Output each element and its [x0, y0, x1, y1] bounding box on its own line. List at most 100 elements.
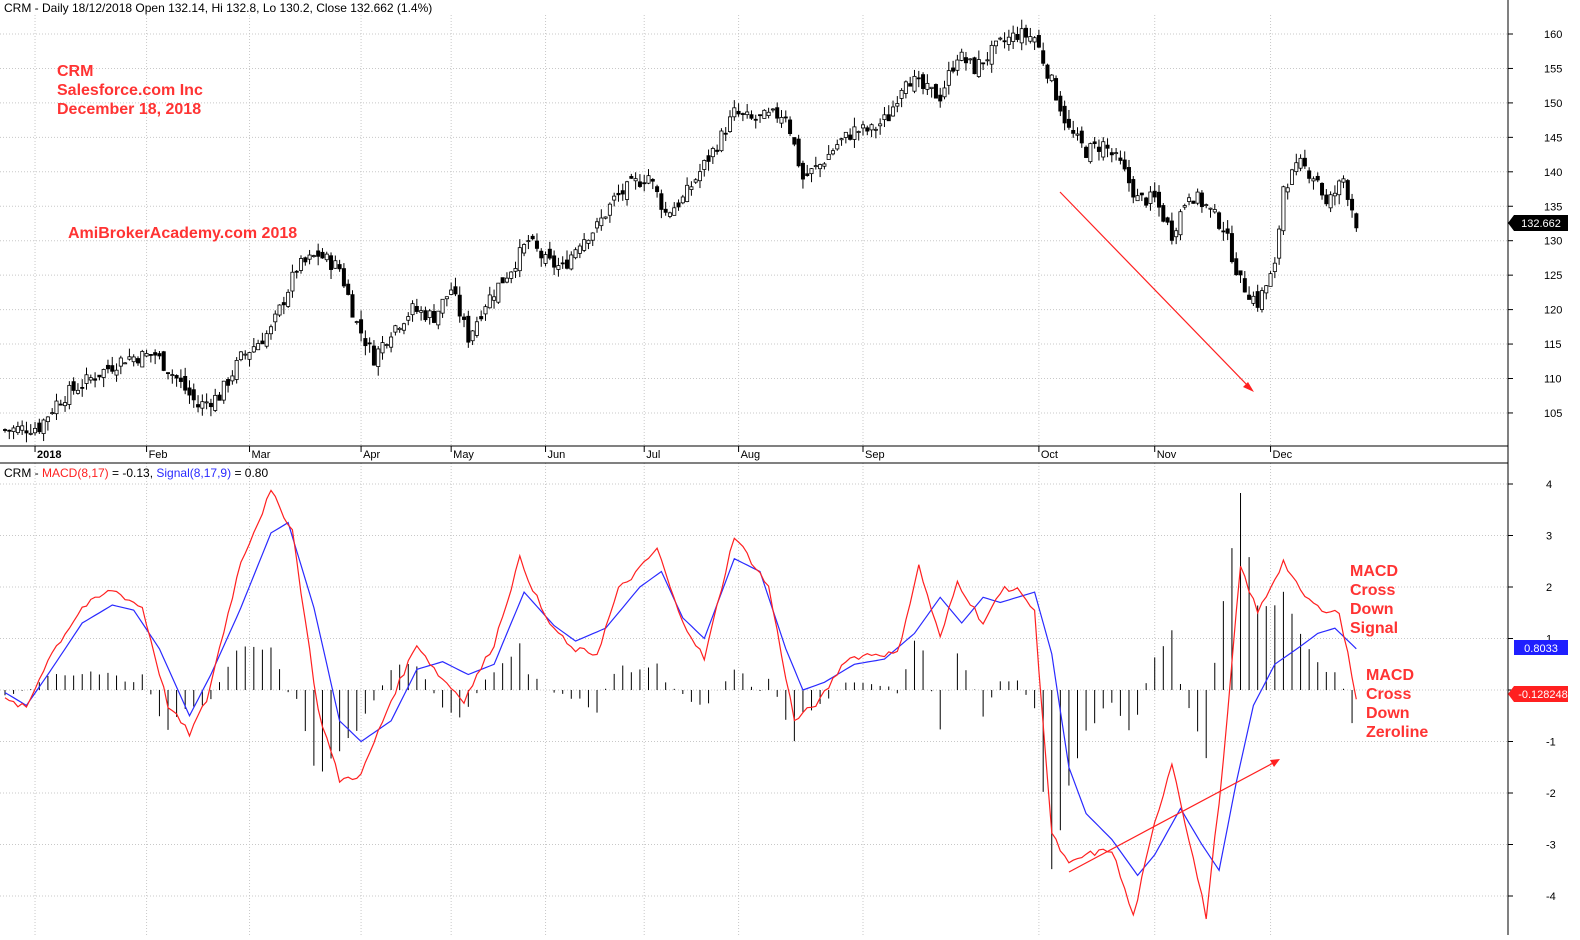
candle-down	[414, 306, 419, 312]
candle-up	[1204, 204, 1209, 207]
candle-down	[706, 155, 711, 162]
candle-up	[290, 271, 295, 292]
candle-up	[998, 37, 1003, 40]
candle-down	[71, 381, 76, 391]
candle-down	[341, 268, 346, 287]
candle-up	[131, 356, 136, 363]
candle-up	[144, 353, 149, 357]
candle-up	[20, 425, 25, 431]
candle-down	[1118, 157, 1123, 161]
candle-up	[852, 126, 857, 140]
candle-up	[942, 87, 947, 98]
candle-up	[286, 291, 291, 307]
candle-down	[281, 302, 286, 306]
candle-up	[1272, 262, 1277, 272]
price-gridlines	[0, 15, 1508, 446]
candle-down	[1225, 228, 1230, 234]
candle-down	[1255, 291, 1260, 308]
candle-up	[67, 384, 72, 405]
candle-up	[745, 111, 750, 116]
price-tick-label: 145	[1544, 132, 1562, 144]
candle-up	[33, 427, 38, 434]
divergence-arrow	[1068, 759, 1280, 873]
candle-up	[603, 216, 608, 219]
signal-note-line-3: Down	[1350, 601, 1394, 618]
candle-up	[474, 321, 479, 336]
candle-up	[1114, 152, 1119, 155]
candle-down	[1161, 205, 1166, 222]
candle-down	[951, 67, 956, 72]
candle-up	[1281, 186, 1286, 232]
candle-up	[389, 336, 394, 348]
candle-up	[1268, 273, 1273, 287]
candle-up	[689, 186, 694, 190]
candle-down	[462, 316, 467, 320]
candle-down	[723, 132, 728, 135]
month-tick-label: Oct	[1041, 449, 1058, 461]
candle-down	[921, 74, 926, 89]
candle-up	[354, 321, 359, 323]
candle-down	[740, 113, 745, 115]
candle-up	[204, 401, 209, 404]
candle-down	[37, 422, 42, 433]
candle-up	[1101, 141, 1106, 158]
candle-down	[1144, 197, 1149, 206]
candle-up	[693, 179, 698, 183]
candle-up	[238, 351, 243, 361]
candle-up	[646, 175, 651, 184]
candle-down	[153, 352, 158, 356]
candle-up	[672, 207, 677, 216]
candle-up	[88, 377, 93, 381]
candle-up	[878, 123, 883, 127]
macd-badge-shape	[1508, 686, 1568, 702]
candle-up	[492, 296, 497, 301]
month-tick-label: Sep	[865, 449, 885, 461]
candle-down	[642, 182, 647, 185]
candle-down	[1015, 33, 1020, 40]
price-tick-label: 155	[1544, 63, 1562, 75]
candle-up	[496, 282, 501, 303]
candle-down	[1350, 198, 1355, 211]
candle-down	[1066, 118, 1071, 128]
zero-note-line-1: MACD	[1366, 667, 1414, 684]
candle-down	[260, 340, 265, 345]
candle-up	[509, 271, 514, 279]
candle-down	[1345, 180, 1350, 200]
candle-down	[1234, 258, 1239, 276]
candle-down	[1079, 130, 1084, 144]
candle-up	[234, 360, 239, 380]
candle-down	[453, 286, 458, 295]
candle-up	[1290, 169, 1295, 185]
candle-up	[822, 163, 827, 167]
candle-up	[818, 164, 823, 170]
candle-up	[779, 117, 784, 124]
candle-down	[753, 118, 758, 121]
candle-down	[1247, 294, 1252, 300]
candle-down	[865, 127, 870, 132]
candle-up	[1178, 211, 1183, 236]
price-tick-label: 125	[1544, 270, 1562, 282]
candle-up	[1135, 195, 1140, 202]
candle-up	[989, 44, 994, 65]
candle-down	[187, 387, 192, 396]
candle-down	[616, 192, 621, 196]
annotation-date: December 18, 2018	[57, 101, 201, 118]
signal-note-line-1: MACD	[1350, 563, 1398, 580]
candle-up	[1285, 187, 1290, 193]
candle-down	[7, 429, 12, 432]
candle-down	[320, 251, 325, 259]
divergence-arrow-head	[1270, 759, 1280, 767]
candle-down	[552, 255, 557, 268]
macd-tick-label: -2	[1546, 788, 1556, 800]
candle-up	[526, 240, 531, 243]
candle-down	[363, 338, 368, 347]
candle-down	[166, 372, 171, 375]
candle-down	[650, 179, 655, 182]
candle-down	[371, 345, 376, 366]
candle-down	[183, 376, 188, 391]
candle-up	[380, 342, 385, 354]
candle-up	[406, 316, 411, 321]
candle-up	[1182, 205, 1187, 208]
candle-up	[1264, 285, 1269, 294]
candle-up	[436, 310, 441, 326]
